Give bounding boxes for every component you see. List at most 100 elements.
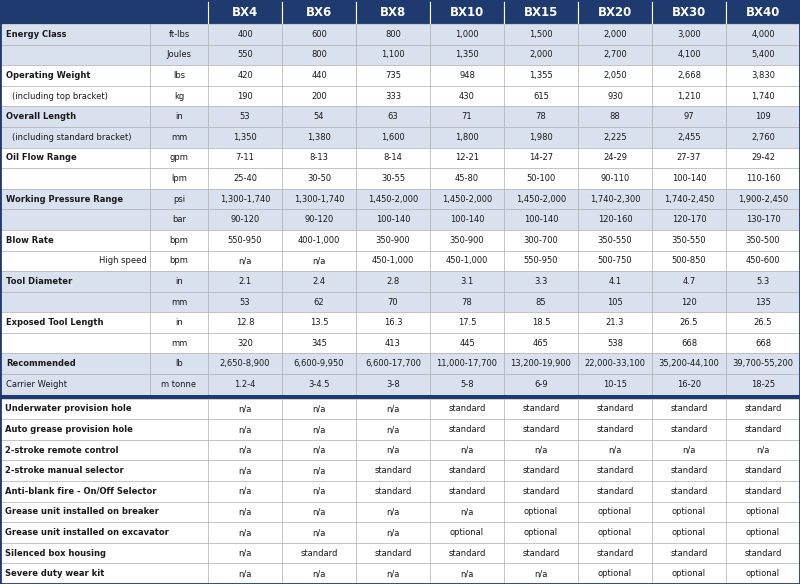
Bar xyxy=(726,24,800,44)
Bar xyxy=(356,148,430,168)
Text: 53: 53 xyxy=(240,112,250,121)
Bar xyxy=(150,333,208,353)
Bar xyxy=(0,24,150,44)
Text: 550: 550 xyxy=(237,50,253,60)
Text: 120-170: 120-170 xyxy=(672,215,706,224)
Bar xyxy=(652,209,726,230)
Text: 6,600-17,700: 6,600-17,700 xyxy=(365,359,421,369)
Bar xyxy=(0,395,800,399)
Bar xyxy=(150,189,208,209)
Text: 53: 53 xyxy=(240,297,250,307)
Bar xyxy=(282,65,356,86)
Text: 130-170: 130-170 xyxy=(746,215,780,224)
Bar xyxy=(208,460,282,481)
Text: standard: standard xyxy=(670,466,708,475)
Bar xyxy=(208,333,282,353)
Bar xyxy=(356,374,430,395)
Bar xyxy=(504,44,578,65)
Bar xyxy=(208,127,282,148)
Text: psi: psi xyxy=(173,194,185,204)
Text: standard: standard xyxy=(374,487,412,496)
Text: 10-15: 10-15 xyxy=(603,380,627,389)
Text: 11,000-17,700: 11,000-17,700 xyxy=(437,359,498,369)
Bar xyxy=(504,543,578,564)
Bar xyxy=(504,460,578,481)
Bar xyxy=(504,86,578,106)
Bar xyxy=(578,106,652,127)
Bar xyxy=(430,481,504,502)
Text: 350-900: 350-900 xyxy=(376,236,410,245)
Text: 1,450-2,000: 1,450-2,000 xyxy=(442,194,492,204)
Text: n/a: n/a xyxy=(312,466,326,475)
Bar xyxy=(430,168,504,189)
Bar xyxy=(652,564,726,584)
Bar xyxy=(356,291,430,312)
Bar xyxy=(208,230,282,251)
Text: n/a: n/a xyxy=(238,569,252,578)
Text: n/a: n/a xyxy=(534,446,548,455)
Text: 350-550: 350-550 xyxy=(598,236,632,245)
Bar xyxy=(652,460,726,481)
Text: BX20: BX20 xyxy=(598,5,632,19)
Bar xyxy=(356,127,430,148)
Bar xyxy=(726,209,800,230)
Bar xyxy=(652,481,726,502)
Bar xyxy=(652,333,726,353)
Text: standard: standard xyxy=(522,425,560,434)
Bar xyxy=(208,419,282,440)
Bar xyxy=(726,522,800,543)
Text: Auto grease provision hole: Auto grease provision hole xyxy=(5,425,133,434)
Bar xyxy=(504,209,578,230)
Text: 8-13: 8-13 xyxy=(310,154,329,162)
Text: Joules: Joules xyxy=(166,50,191,60)
Text: 50-100: 50-100 xyxy=(526,174,556,183)
Text: in: in xyxy=(175,112,183,121)
Bar xyxy=(578,230,652,251)
Bar xyxy=(0,502,208,522)
Bar xyxy=(356,44,430,65)
Text: 930: 930 xyxy=(607,92,623,100)
Text: 24-29: 24-29 xyxy=(603,154,627,162)
Text: 3.3: 3.3 xyxy=(534,277,548,286)
Text: optional: optional xyxy=(524,528,558,537)
Text: 2.1: 2.1 xyxy=(238,277,251,286)
Text: 413: 413 xyxy=(385,339,401,347)
Bar xyxy=(208,440,282,460)
Text: n/a: n/a xyxy=(238,507,252,516)
Text: 5.3: 5.3 xyxy=(756,277,770,286)
Text: lb: lb xyxy=(175,359,183,369)
Bar xyxy=(504,312,578,333)
Text: Tool Diameter: Tool Diameter xyxy=(6,277,72,286)
Bar xyxy=(208,399,282,419)
Bar xyxy=(282,374,356,395)
Text: n/a: n/a xyxy=(312,446,326,455)
Text: 3.1: 3.1 xyxy=(460,277,474,286)
Text: 3-8: 3-8 xyxy=(386,380,400,389)
Bar xyxy=(578,543,652,564)
Bar xyxy=(0,230,150,251)
Text: optional: optional xyxy=(598,507,632,516)
Text: 2,000: 2,000 xyxy=(603,30,627,39)
Text: optional: optional xyxy=(672,569,706,578)
Bar xyxy=(208,271,282,291)
Bar xyxy=(504,106,578,127)
Text: optional: optional xyxy=(524,507,558,516)
Text: 2,760: 2,760 xyxy=(751,133,775,142)
Bar xyxy=(578,374,652,395)
Bar xyxy=(652,168,726,189)
Text: 30-55: 30-55 xyxy=(381,174,405,183)
Bar xyxy=(282,0,356,24)
Bar xyxy=(652,127,726,148)
Text: 1,380: 1,380 xyxy=(307,133,331,142)
Bar xyxy=(430,460,504,481)
Text: 85: 85 xyxy=(536,297,546,307)
Text: 1,740-2,450: 1,740-2,450 xyxy=(664,194,714,204)
Bar xyxy=(430,65,504,86)
Text: 78: 78 xyxy=(462,297,472,307)
Bar xyxy=(430,353,504,374)
Bar xyxy=(150,168,208,189)
Bar xyxy=(356,522,430,543)
Text: n/a: n/a xyxy=(312,569,326,578)
Bar xyxy=(282,106,356,127)
Bar xyxy=(356,502,430,522)
